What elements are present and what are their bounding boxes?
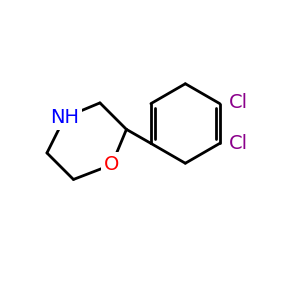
Text: Cl: Cl — [229, 93, 248, 112]
Text: O: O — [104, 155, 119, 174]
Text: NH: NH — [50, 108, 79, 127]
Text: Cl: Cl — [229, 134, 248, 153]
